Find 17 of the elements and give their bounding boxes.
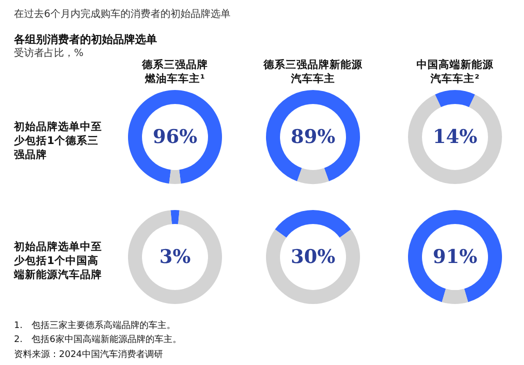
text: 资料来源：2024中国汽车消费者调研 xyxy=(14,350,163,360)
text: 德系三强品牌燃油车车主¹ xyxy=(142,59,208,86)
text: 中国高端新能源汽车车主² xyxy=(416,59,494,86)
text: 2. 包括6家中国高端新能源品牌的车主。 xyxy=(14,335,182,345)
text: 受访者占比，% xyxy=(14,48,84,59)
text: 在过去6个月内完成购车的消费者的初始品牌选单 xyxy=(14,9,230,20)
text: 初始品牌选单中至少包括1个中国高端新能源汽车品牌 xyxy=(14,241,102,282)
data-label: 3% xyxy=(159,246,191,268)
text: 1. 包括三家主要德系高端品牌的车主。 xyxy=(14,321,176,331)
data-label: 89% xyxy=(290,126,336,148)
data-label: 96% xyxy=(152,126,198,148)
text: 各组别消费者的初始品牌选单 xyxy=(14,33,157,46)
data-label: 91% xyxy=(432,246,478,268)
data-label: 30% xyxy=(290,246,336,268)
text: 德系三强品牌新能源汽车车主 xyxy=(264,59,362,86)
text: 初始品牌选单中至少包括1个德系三强品牌 xyxy=(14,121,102,162)
data-label: 14% xyxy=(432,126,478,148)
